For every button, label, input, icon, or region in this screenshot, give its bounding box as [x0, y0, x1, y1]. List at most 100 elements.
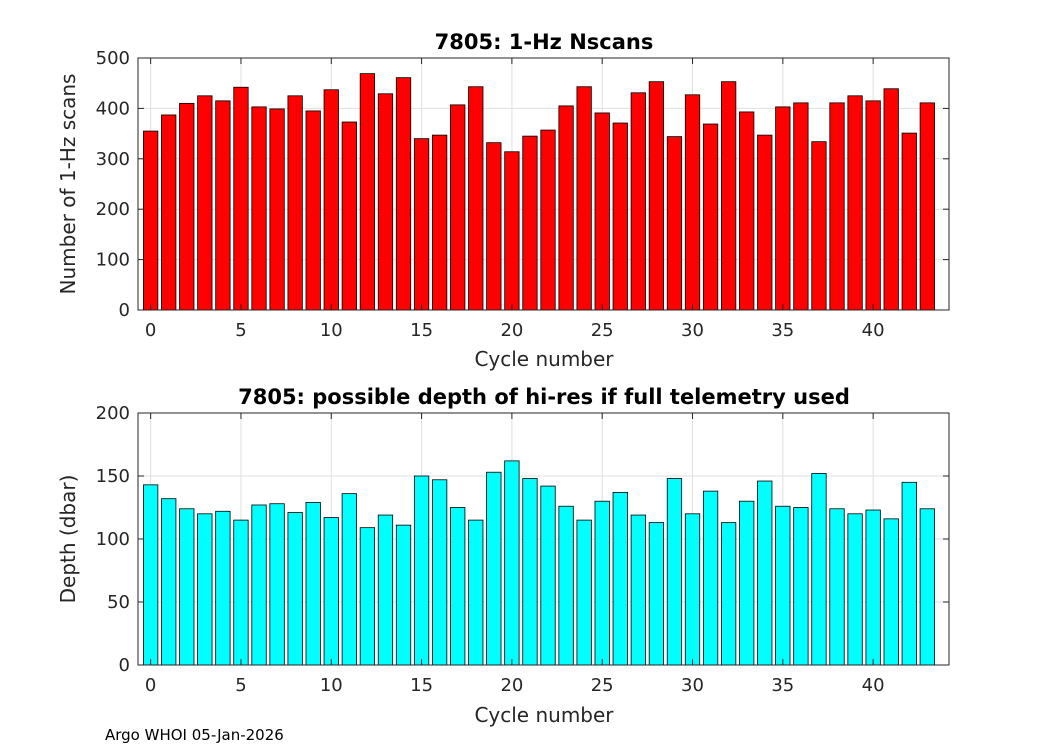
bar-cycle-26 [612, 491, 628, 666]
bar-cycle-38 [829, 508, 845, 666]
y-axis-label: Depth (dbar) [56, 475, 80, 604]
bar-cycle-25 [594, 500, 610, 666]
x-tick-label: 40 [862, 320, 885, 341]
bar-cycle-42 [901, 481, 917, 666]
x-tick-label: 5 [235, 320, 246, 341]
bar-cycle-21 [522, 135, 538, 311]
bar-cycle-24 [576, 519, 592, 666]
bar-cycle-1 [161, 114, 177, 311]
chart-title: 7805: possible depth of hi-res if full t… [238, 385, 850, 409]
x-tick-label: 10 [320, 675, 343, 696]
bar-cycle-29 [666, 136, 683, 311]
bar-cycle-8 [287, 512, 303, 666]
x-axis-label: Cycle number [474, 703, 614, 727]
bar-cycle-9 [305, 110, 321, 311]
bar-cycle-41 [883, 88, 899, 311]
bar-cycle-14 [395, 524, 412, 666]
bar-cycle-35 [775, 505, 791, 666]
bar-cycle-13 [377, 93, 394, 311]
y-tick-label: 400 [96, 98, 130, 119]
bar-cycle-10 [323, 89, 339, 311]
bar-cycle-32 [721, 522, 737, 666]
y-tick-label: 200 [96, 199, 130, 220]
bar-cycle-30 [684, 513, 701, 666]
bar-cycle-20 [504, 460, 520, 666]
bar-cycle-19 [486, 471, 502, 666]
bar-cycle-9 [305, 502, 321, 666]
bar-cycle-31 [702, 490, 719, 666]
y-tick-label: 100 [96, 250, 130, 271]
bar-cycle-28 [648, 81, 665, 311]
bar-cycle-30 [684, 94, 701, 311]
x-tick-label: 5 [235, 675, 246, 696]
y-tick-label: 150 [96, 466, 130, 487]
bar-cycle-14 [395, 77, 412, 311]
bar-cycle-4 [215, 100, 231, 311]
x-tick-label: 30 [681, 675, 704, 696]
bar-cycle-22 [540, 129, 556, 311]
plot-frame [137, 57, 950, 311]
x-tick-label: 35 [771, 675, 794, 696]
bar-cycle-5 [233, 519, 249, 666]
bar-cycle-39 [847, 95, 863, 311]
x-tick-label: 15 [410, 320, 433, 341]
x-tick-label: 0 [145, 320, 156, 341]
bar-cycle-17 [450, 507, 466, 666]
bar-cycle-23 [558, 105, 574, 311]
bar-cycle-29 [666, 478, 683, 666]
bar-cycle-15 [413, 138, 430, 311]
bar-cycle-40 [865, 100, 881, 311]
bar-cycle-39 [847, 513, 863, 666]
y-tick-label: 500 [96, 48, 130, 69]
bar-cycle-35 [775, 106, 791, 311]
bar-cycle-16 [432, 134, 448, 311]
bar-cycle-4 [215, 510, 231, 666]
chart-title: 7805: 1-Hz Nscans [435, 30, 654, 54]
bar-cycle-2 [179, 508, 195, 666]
bar-cycle-5 [233, 86, 249, 311]
bar-cycle-6 [251, 106, 267, 311]
bar-cycle-27 [630, 514, 646, 666]
x-tick-label: 20 [500, 320, 523, 341]
chart-nscans: 7805: 1-Hz Nscans 0 5 10 15 20 25 30 35 40010020… [56, 30, 950, 371]
bar-cycle-18 [468, 519, 484, 666]
bar-cycle-40 [865, 509, 881, 666]
y-tick-label: 0 [119, 300, 130, 321]
bar-cycle-2 [179, 102, 195, 311]
x-tick-label: 25 [591, 675, 614, 696]
bar-cycle-43 [919, 508, 935, 666]
bar-cycle-0 [143, 130, 159, 311]
y-tick-label: 300 [96, 149, 130, 170]
x-tick-label: 35 [771, 320, 794, 341]
x-tick-label: 10 [320, 320, 343, 341]
chart-depth: 7805: possible depth of hi-res if full t… [56, 385, 950, 727]
bar-cycle-11 [341, 493, 357, 666]
bar-cycle-13 [377, 514, 394, 666]
x-axis-label: Cycle number [474, 347, 614, 371]
bar-cycle-11 [341, 121, 357, 311]
bar-cycle-37 [811, 473, 827, 666]
bar-cycle-1 [161, 498, 177, 666]
bar-cycle-41 [883, 518, 899, 666]
bar-cycle-36 [793, 507, 809, 666]
bar-cycle-12 [359, 73, 376, 311]
footer-credit: Argo WHOI 05-Jan-2026 [105, 726, 284, 744]
bar-cycle-33 [739, 500, 755, 666]
x-tick-label: 15 [410, 675, 433, 696]
bar-cycle-24 [576, 86, 592, 311]
bar-cycle-38 [829, 102, 845, 311]
bar-cycle-7 [269, 108, 285, 311]
bar-cycle-42 [901, 132, 917, 311]
bar-cycle-20 [504, 151, 520, 311]
bar-cycle-34 [757, 480, 773, 666]
bar-cycle-17 [450, 104, 466, 311]
x-tick-label: 25 [591, 320, 614, 341]
x-tick-label: 30 [681, 320, 704, 341]
bar-cycle-28 [648, 522, 665, 666]
bar-cycle-21 [522, 478, 538, 666]
bar-cycle-16 [432, 479, 448, 666]
x-tick-label: 20 [500, 675, 523, 696]
bar-cycle-27 [630, 92, 646, 311]
bar-cycle-12 [359, 527, 376, 666]
